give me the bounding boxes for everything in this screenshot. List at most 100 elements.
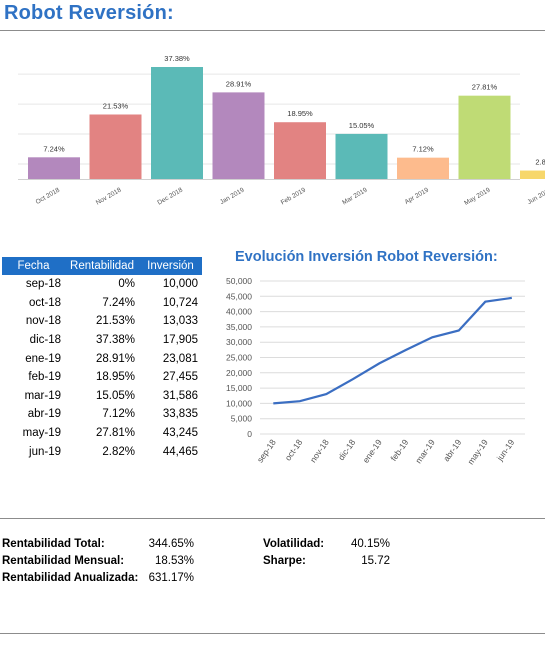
cell-inversion: 10,000 xyxy=(162,278,198,291)
cell-rentabilidad: 18.95% xyxy=(95,371,135,384)
table-row: sep-18 0% 10,000 xyxy=(2,275,202,294)
bar-data-label: 7.12% xyxy=(412,145,434,154)
bar xyxy=(458,95,511,179)
bar-data-label: 37.38% xyxy=(164,54,190,63)
total-return-value: 344.65% xyxy=(148,538,194,550)
line-chart-title: Evolución Inversión Robot Reversión: xyxy=(235,249,498,265)
monthly-return-label: Rentabilidad Mensual: xyxy=(2,555,125,567)
y-tick-label: 45,000 xyxy=(226,291,252,301)
cell-rentabilidad: 7.24% xyxy=(102,296,135,309)
cell-inversion: 31,586 xyxy=(162,389,198,402)
bar-category-label: Oct 2018 xyxy=(35,186,62,205)
volatility-value: 40.15% xyxy=(350,538,390,550)
table-row: jun-19 2.82% 44,465 xyxy=(2,442,202,461)
bar xyxy=(335,133,388,179)
bar xyxy=(89,114,142,179)
bar-category-label: Nov 2018 xyxy=(95,186,123,206)
cell-rentabilidad: 27.81% xyxy=(95,427,135,440)
table-header-row: Fecha Rentabilidad Inversión xyxy=(2,257,202,275)
bar xyxy=(28,157,80,179)
bar-data-label: 21.53% xyxy=(103,101,129,110)
cell-inversion: 43,245 xyxy=(162,427,198,440)
total-return-label: Rentabilidad Total: xyxy=(2,538,105,550)
cell-fecha: jun-19 xyxy=(29,445,61,458)
x-tick-label: jun-19 xyxy=(494,437,516,463)
stats-top-divider xyxy=(0,518,545,519)
investment-line-chart: 0 5,000 10,000 15,000 20,000 25,000 30,000 35,0… xyxy=(226,276,525,466)
annual-return-label: Rentabilidad Anualizada: xyxy=(2,572,139,584)
sharpe-value: 15.72 xyxy=(361,555,390,567)
x-tick-label: sep-18 xyxy=(255,437,278,464)
table-row: dic-18 37.38% 17,905 xyxy=(2,331,202,350)
y-tick-label: 35,000 xyxy=(226,322,252,332)
cell-rentabilidad: 0% xyxy=(118,278,135,291)
cell-rentabilidad: 28.91% xyxy=(95,352,135,365)
bar-data-label: 28.91% xyxy=(226,79,252,88)
cell-fecha: dic-18 xyxy=(29,334,61,347)
cell-fecha: nov-18 xyxy=(25,315,61,328)
y-tick-label: 40,000 xyxy=(226,307,252,317)
table-row: oct-18 7.24% 10,724 xyxy=(2,294,202,313)
investment-series-line xyxy=(273,296,512,405)
bar-data-label: 18.95% xyxy=(287,109,313,118)
cell-inversion: 13,033 xyxy=(162,315,198,328)
cell-fecha: feb-19 xyxy=(28,371,61,384)
bar-category-label: Apr 2019 xyxy=(404,186,431,205)
x-tick-label: mar-19 xyxy=(413,437,437,465)
monthly-return-value: 18.53% xyxy=(154,555,194,567)
monthly-return-bar-chart: 7.24% Oct 2018 21.53% Nov 2018 37.38% Dec 201… xyxy=(18,54,545,207)
bar-category-label: Mar 2019 xyxy=(341,186,369,206)
volatility-label: Volatilidad: xyxy=(263,538,325,550)
cell-inversion: 33,835 xyxy=(162,408,198,421)
page-title: Robot Reversión: xyxy=(4,2,174,24)
header-inversion: Inversión xyxy=(139,257,202,275)
cell-rentabilidad: 21.53% xyxy=(95,315,135,328)
stats-bottom-divider xyxy=(0,633,545,634)
x-tick-label: nov-18 xyxy=(308,437,331,464)
cell-fecha: mar-19 xyxy=(24,389,61,402)
bar-category-label: Jan 2019 xyxy=(219,186,246,206)
bar xyxy=(151,67,203,179)
cell-inversion: 23,081 xyxy=(162,352,198,365)
bar-data-label: 7.24% xyxy=(43,144,65,153)
cell-fecha: abr-19 xyxy=(27,408,61,421)
cell-rentabilidad: 2.82% xyxy=(102,445,135,458)
x-tick-label: dic-18 xyxy=(336,437,358,462)
table-row: ene-19 28.91% 23,081 xyxy=(2,349,202,368)
bar xyxy=(397,157,449,179)
table-row: abr-19 7.12% 33,835 xyxy=(2,405,202,424)
header-rentabilidad: Rentabilidad xyxy=(65,257,139,275)
x-tick-label: ene-19 xyxy=(361,437,385,465)
cell-fecha: oct-18 xyxy=(29,296,61,309)
y-tick-label: 25,000 xyxy=(226,353,252,363)
x-tick-label: feb-19 xyxy=(388,437,410,463)
y-tick-label: 10,000 xyxy=(226,398,252,408)
bar-data-label: 2.82% xyxy=(535,158,545,167)
cell-fecha: ene-19 xyxy=(25,352,61,365)
annual-return-value: 631.17% xyxy=(148,572,194,584)
cell-inversion: 44,465 xyxy=(162,445,198,458)
bar-category-label: May 2019 xyxy=(463,186,492,207)
cell-inversion: 17,905 xyxy=(162,334,198,347)
table-row: may-19 27.81% 43,245 xyxy=(2,424,202,443)
cell-fecha: sep-18 xyxy=(25,278,61,291)
x-tick-label: may-19 xyxy=(465,437,490,466)
cell-inversion: 10,724 xyxy=(162,296,198,309)
y-tick-label: 20,000 xyxy=(226,368,252,378)
cell-rentabilidad: 37.38% xyxy=(95,334,135,347)
y-tick-label: 15,000 xyxy=(226,383,252,393)
cell-rentabilidad: 7.12% xyxy=(102,408,135,421)
bar-category-label: Jun 2019 xyxy=(526,186,545,206)
cell-inversion: 27,455 xyxy=(162,371,198,384)
bar-data-label: 27.81% xyxy=(472,83,498,92)
header-fecha: Fecha xyxy=(2,257,65,275)
x-tick-label: oct-18 xyxy=(283,437,305,462)
y-tick-label: 5,000 xyxy=(231,414,253,424)
investment-table: Fecha Rentabilidad Inversión sep-18 0% 10,… xyxy=(2,257,202,461)
table-row: feb-19 18.95% 27,455 xyxy=(2,368,202,387)
cell-fecha: may-19 xyxy=(22,427,61,440)
bar-data-label: 15.05% xyxy=(349,121,375,130)
table-row: nov-18 21.53% 13,033 xyxy=(2,312,202,331)
table-row: mar-19 15.05% 31,586 xyxy=(2,387,202,406)
y-tick-label: 50,000 xyxy=(226,276,252,286)
